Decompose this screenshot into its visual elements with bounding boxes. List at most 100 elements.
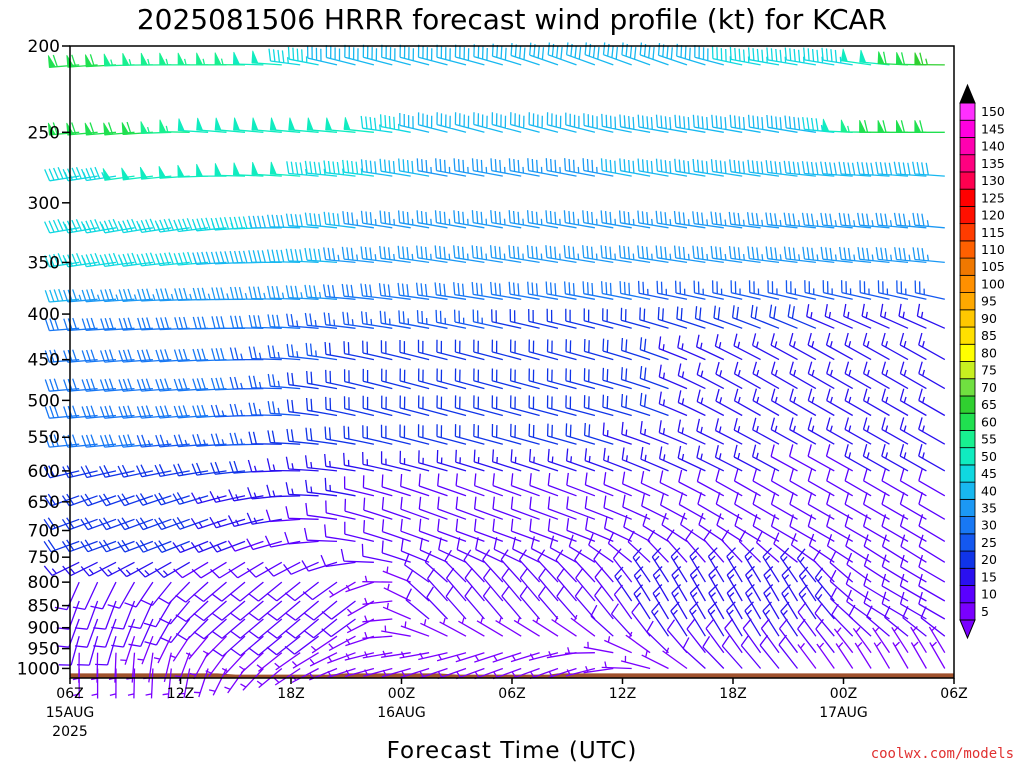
colorbar-label: 130 [981, 173, 1005, 188]
wind-barb [489, 245, 522, 264]
wind-barb [286, 372, 319, 390]
wind-barb [127, 668, 136, 699]
wind-barb [491, 43, 522, 66]
wind-barb [918, 332, 946, 361]
colorbar-box [959, 102, 976, 121]
wind-barb-pennant [914, 52, 922, 66]
wind-barb [210, 433, 246, 447]
wind-barb [344, 652, 375, 661]
wind-barb [400, 496, 430, 520]
wind-barb [807, 388, 835, 417]
wind-barb [766, 47, 798, 66]
wind-barb [492, 518, 522, 543]
wind-barb [844, 388, 872, 417]
y-tick-label: 1000 [17, 659, 60, 679]
wind-barb [403, 553, 430, 583]
wind-barb [658, 420, 688, 445]
wind-barb [490, 281, 522, 300]
wind-barb [920, 606, 946, 637]
wind-barb [639, 337, 669, 361]
wind-barb [820, 246, 853, 264]
wind-barb [210, 377, 246, 391]
wind-barb [689, 583, 706, 620]
wind-barb [320, 554, 356, 568]
wind-barb [192, 404, 227, 419]
wind-barb [306, 370, 338, 390]
wind-barb [44, 378, 80, 392]
wind-barb [100, 288, 135, 303]
wind-barb [100, 317, 135, 331]
wind-barb [325, 369, 356, 390]
wind-barb [362, 340, 393, 361]
wind-barb [495, 616, 522, 637]
wind-barb [473, 423, 503, 445]
wind-barb [400, 667, 430, 679]
wind-barb [464, 585, 485, 620]
wind-barb [229, 376, 264, 390]
wind-barb [881, 554, 909, 583]
wind-barb [803, 47, 835, 66]
wind-barb [752, 514, 780, 542]
wind-barb [229, 216, 264, 230]
wind-barb [760, 618, 780, 654]
wind-barb [400, 621, 430, 637]
wind-barb-pennant [177, 118, 185, 132]
colorbar-label: 100 [981, 276, 1005, 291]
wind-barb [621, 447, 651, 472]
wind-barb [95, 636, 117, 666]
wind-barb [625, 631, 651, 654]
wind-barb [342, 159, 374, 177]
wind-barb [265, 509, 301, 523]
wind-barb [807, 332, 835, 361]
wind-barb [416, 158, 448, 177]
wind-barb [661, 512, 688, 542]
wind-barb [246, 538, 282, 551]
colorbar-label: 125 [981, 190, 1005, 205]
wind-barb [546, 368, 577, 390]
wind-barb [620, 655, 651, 670]
wind-barb [825, 417, 854, 445]
wind-barb [747, 159, 780, 177]
wind-barb [362, 615, 393, 623]
wind-barb [816, 642, 835, 669]
wind-barb [862, 444, 890, 472]
wind-barb [117, 218, 154, 234]
y-tick-label: 750 [28, 548, 60, 568]
x-tick-label: 06Z [498, 686, 525, 702]
wind-barb [600, 158, 632, 177]
wind-barb [434, 245, 467, 264]
colorbar-box [959, 171, 976, 190]
wind-barb [266, 458, 301, 472]
wind-barb [210, 251, 246, 265]
wind-barb [229, 581, 264, 602]
wind-barb [246, 512, 282, 525]
wind-barb-pennant [214, 117, 222, 131]
wind-barb-pennant [877, 120, 885, 133]
wind-barb [438, 537, 467, 563]
wind-barb [875, 212, 909, 229]
wind-barb [175, 618, 209, 641]
wind-barb [610, 603, 633, 637]
wind-barb [807, 361, 835, 390]
wind-barb [324, 453, 356, 472]
wind-barb [862, 361, 890, 390]
colorbar-box [959, 533, 976, 552]
x-tick-label: 00Z [830, 686, 857, 702]
wind-barb [302, 581, 338, 601]
wind-barb [435, 158, 467, 177]
wind-barb [229, 286, 264, 300]
wind-barb [415, 282, 448, 300]
wind-barb [304, 312, 338, 329]
wind-barb [613, 584, 633, 620]
wind-barb [80, 561, 117, 577]
wind-barb [248, 215, 282, 229]
wind-barb [436, 449, 467, 472]
wind-barb [682, 637, 706, 669]
wind-barb [456, 537, 485, 563]
wind-barb [789, 388, 817, 417]
wind-barb [285, 618, 320, 639]
wind-barb [380, 451, 411, 472]
wind-barb [896, 280, 927, 300]
wind-barb-pennant [269, 117, 277, 131]
wind-barb [783, 160, 816, 177]
